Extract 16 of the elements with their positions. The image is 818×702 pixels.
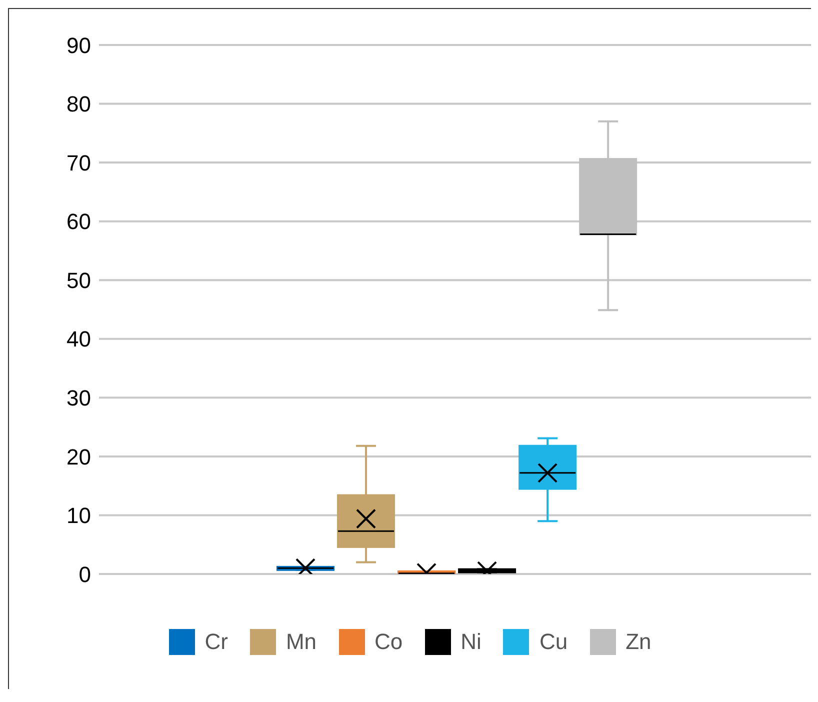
legend-label: Cu xyxy=(539,629,568,655)
legend-label: Mn xyxy=(286,629,317,655)
legend-label: Zn xyxy=(626,629,652,655)
y-tick-label: 20 xyxy=(66,444,91,470)
y-tick-label: 40 xyxy=(66,326,91,352)
y-tick-label: 60 xyxy=(66,209,91,234)
y-tick-label: 10 xyxy=(66,503,91,528)
y-tick-label: 0 xyxy=(78,562,91,587)
y-tick-label: 90 xyxy=(66,32,91,58)
y-tick-label: 30 xyxy=(66,385,91,410)
legend-label: Co xyxy=(374,629,403,655)
legend-label: Cr xyxy=(204,629,228,655)
y-tick-label: 70 xyxy=(66,150,91,176)
y-tick-label: 50 xyxy=(66,268,91,293)
legend-label: Ni xyxy=(460,629,482,655)
y-tick-label: 80 xyxy=(66,92,91,117)
